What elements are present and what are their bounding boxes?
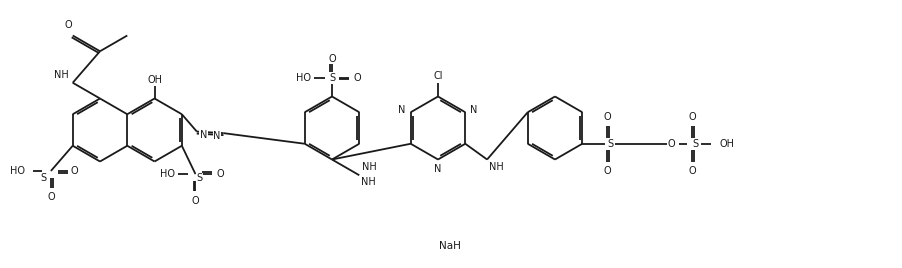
Text: O: O: [667, 139, 676, 149]
Text: S: S: [329, 73, 335, 83]
Text: S: S: [607, 139, 613, 149]
Text: O: O: [688, 166, 696, 176]
Text: O: O: [47, 192, 55, 202]
Text: OH: OH: [147, 75, 162, 84]
Text: O: O: [328, 54, 336, 64]
Text: NH: NH: [54, 70, 69, 80]
Text: O: O: [216, 169, 224, 179]
Text: NaH: NaH: [439, 241, 461, 251]
Text: O: O: [688, 112, 696, 122]
Text: NH: NH: [489, 162, 504, 173]
Text: O: O: [603, 112, 612, 122]
Text: N: N: [470, 105, 478, 115]
Text: S: S: [693, 139, 698, 149]
Text: O: O: [71, 166, 78, 176]
Text: NH: NH: [362, 162, 377, 172]
Text: HO: HO: [10, 166, 25, 176]
Text: O: O: [65, 20, 72, 31]
Text: S: S: [197, 173, 203, 183]
Text: HO: HO: [161, 169, 176, 179]
Text: O: O: [191, 196, 199, 206]
Text: OH: OH: [719, 139, 734, 149]
Text: NH: NH: [362, 177, 376, 187]
Text: S: S: [41, 173, 47, 183]
Text: HO: HO: [296, 73, 311, 83]
Text: N: N: [213, 131, 221, 141]
Text: O: O: [603, 166, 612, 176]
Text: N: N: [399, 105, 406, 115]
Text: O: O: [353, 73, 361, 83]
Text: N: N: [200, 129, 207, 140]
Text: N: N: [434, 163, 442, 173]
Text: Cl: Cl: [433, 70, 443, 80]
